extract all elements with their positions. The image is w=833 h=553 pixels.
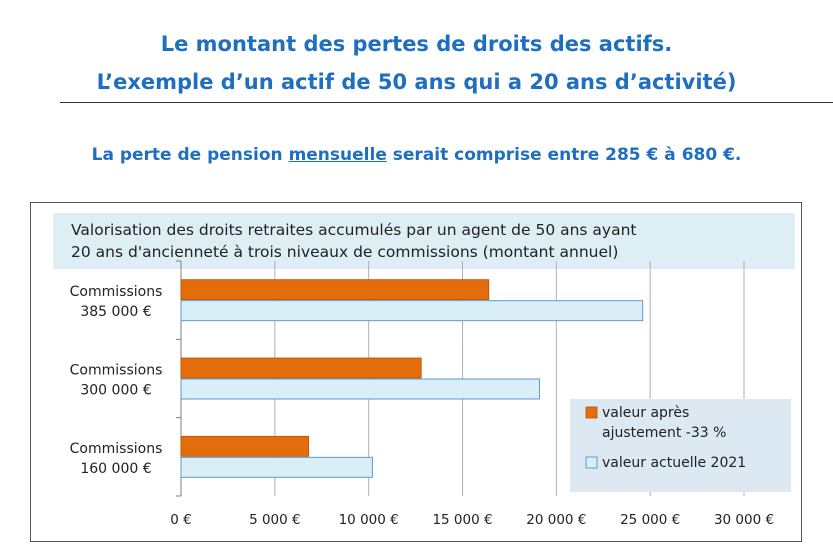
bar-valeur-apres [180, 357, 422, 379]
x-tick-label: 10 000 € [339, 512, 399, 528]
category-label: Commissions [70, 284, 163, 300]
category-label: 160 000 € [80, 461, 151, 477]
subtitle-end: serait comprise entre 285 € à 680 €. [386, 145, 742, 165]
category-label: Commissions [70, 363, 163, 379]
heading-divider [60, 102, 833, 103]
heading-line-2: L’exemple d’un actif de 50 ans qui a 20 … [96, 70, 737, 94]
legend-swatch-actuelle [585, 456, 598, 469]
chart-title-box [53, 213, 795, 269]
legend-label: valeur actuelle 2021 [602, 455, 746, 471]
category-label: 300 000 € [80, 383, 151, 399]
x-tick-label: 20 000 € [526, 512, 586, 528]
legend-label: ajustement -33 % [602, 425, 726, 441]
chart-frame: Valorisation des droits retraites accumu… [30, 202, 802, 542]
legend-label: valeur après [602, 405, 689, 421]
x-tick-label: 0 € [170, 512, 191, 528]
category-label: 385 000 € [80, 304, 151, 320]
bar-valeur-apres [180, 435, 310, 457]
category-label: Commissions [70, 441, 163, 457]
chart-title-line: 20 ans d'ancienneté à trois niveaux de c… [71, 243, 618, 261]
heading-line-1: Le montant des pertes de droits des acti… [160, 32, 673, 56]
bar-valeur-actuelle [180, 378, 540, 400]
x-tick-label: 25 000 € [620, 512, 680, 528]
bar-chart: Valorisation des droits retraites accumu… [53, 213, 795, 528]
x-tick-label: 30 000 € [714, 512, 774, 528]
bar-valeur-apres [180, 279, 490, 301]
legend-swatch-apres [585, 406, 598, 419]
subtitle-start: La perte de pension [91, 145, 289, 165]
x-tick-label: 15 000 € [432, 512, 492, 528]
legend-box [570, 399, 791, 492]
subtitle-underlined: mensuelle [288, 145, 387, 165]
bar-valeur-actuelle [180, 456, 373, 478]
x-tick-label: 5 000 € [249, 512, 301, 528]
subtitle: La perte de pension mensuelle serait com… [0, 145, 833, 165]
chart-title-line: Valorisation des droits retraites accumu… [71, 221, 637, 239]
bar-valeur-actuelle [180, 300, 644, 322]
